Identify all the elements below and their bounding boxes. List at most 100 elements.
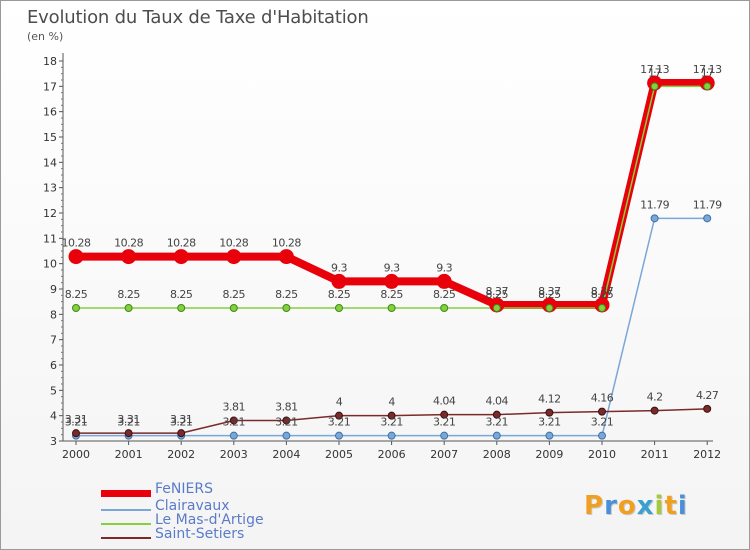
data-point-saint-setiers	[703, 404, 712, 413]
data-label-clairavaux: 3.21	[117, 416, 140, 429]
data-point-saint-setiers	[72, 429, 80, 438]
data-label-feniers: 10.28	[114, 237, 143, 250]
data-point-clairavaux	[282, 431, 291, 440]
legend-swatch-le-mas-d-artige	[101, 523, 151, 525]
data-point-le-mas-d-artige	[545, 304, 554, 312]
data-label-feniers: 9.3	[331, 261, 347, 274]
legend-swatch-saint-setiers	[101, 537, 151, 539]
y-tick-label: 9	[50, 283, 57, 296]
y-tick-label: 14	[43, 156, 57, 169]
data-label-feniers: 10.28	[167, 237, 196, 250]
data-point-feniers	[226, 249, 242, 265]
data-point-clairavaux	[387, 431, 396, 440]
data-point-saint-setiers	[650, 406, 659, 415]
data-point-clairavaux	[440, 431, 449, 440]
logo-letter: P	[584, 491, 605, 521]
data-point-le-mas-d-artige	[440, 304, 449, 312]
data-label-le-mas-d-artige: 8.25	[380, 288, 403, 301]
data-label-feniers: 10.28	[219, 237, 248, 250]
data-point-clairavaux	[598, 431, 606, 440]
unit-label: (en %)	[27, 30, 64, 43]
y-tick-label: 11	[43, 232, 57, 245]
data-label-saint-setiers: 4.2	[647, 391, 663, 404]
data-label-saint-setiers: 3.31	[117, 413, 140, 426]
data-label-saint-setiers: 4.04	[433, 395, 456, 408]
data-point-clairavaux	[545, 431, 554, 440]
legend-item-clairavaux: Clairavaux	[101, 498, 361, 516]
data-label-clairavaux: 3.21	[170, 416, 193, 429]
y-tick-label: 17	[43, 80, 57, 93]
y-tick-label: 5	[50, 384, 57, 397]
data-label-feniers: 10.28	[62, 237, 91, 250]
data-label-saint-setiers: 3.81	[275, 400, 298, 413]
data-point-le-mas-d-artige	[177, 304, 186, 312]
x-tick-label: 2006	[378, 448, 406, 461]
data-label-saint-setiers: 4.27	[696, 389, 719, 402]
x-tick-label: 2012	[693, 448, 721, 461]
data-point-saint-setiers	[177, 429, 186, 438]
y-tick-label: 15	[43, 131, 57, 144]
data-label-saint-setiers: 3.81	[223, 400, 246, 413]
legend-item-feniers: FeNIERS	[101, 481, 361, 499]
data-label-clairavaux: 3.21	[65, 416, 88, 429]
legend-item-le-mas-d-artige: Le Mas-d'Artige	[101, 512, 361, 530]
x-tick-label: 2004	[272, 448, 300, 461]
y-tick-label: 10	[43, 258, 57, 271]
data-point-saint-setiers	[229, 416, 238, 425]
y-tick-label: 18	[43, 55, 57, 68]
data-label-le-mas-d-artige: 8.25	[170, 288, 193, 301]
data-label-le-mas-d-artige: 8.25	[538, 288, 561, 301]
data-label-feniers: 8.37	[486, 285, 509, 298]
logo-letter: i	[677, 491, 688, 521]
data-point-feniers	[173, 249, 189, 265]
x-tick-label: 2002	[167, 448, 195, 461]
data-label-clairavaux: 3.21	[591, 416, 614, 429]
data-label-le-mas-d-artige: 8.25	[591, 288, 614, 301]
legend-swatch-clairavaux	[101, 509, 151, 511]
data-point-saint-setiers	[545, 408, 554, 417]
data-point-le-mas-d-artige	[387, 304, 396, 312]
x-tick-label: 2000	[62, 448, 90, 461]
data-point-le-mas-d-artige	[72, 304, 80, 312]
data-point-saint-setiers	[492, 410, 501, 419]
data-label-saint-setiers: 4.12	[538, 393, 561, 406]
data-label-le-mas-d-artige: 8.25	[486, 288, 509, 301]
data-label-clairavaux: 3.21	[275, 416, 298, 429]
data-point-clairavaux	[229, 431, 238, 440]
data-label-le-mas-d-artige: 8.25	[223, 288, 246, 301]
x-tick-label: 2003	[220, 448, 248, 461]
logo-letter: r	[604, 491, 618, 521]
x-tick-label: 2005	[325, 448, 353, 461]
legend-swatch-feniers	[101, 490, 151, 497]
x-tick-label: 2007	[430, 448, 458, 461]
data-point-le-mas-d-artige	[124, 304, 133, 312]
data-label-le-mas-d-artige: 17	[701, 66, 714, 79]
logo-letter: t	[664, 491, 678, 521]
data-label-le-mas-d-artige: 8.25	[117, 288, 140, 301]
data-point-feniers	[278, 249, 294, 265]
data-point-le-mas-d-artige	[598, 304, 606, 312]
data-label-clairavaux: 3.21	[380, 416, 403, 429]
chart-title: Evolution du Taux de Taxe d'Habitation	[27, 7, 369, 28]
data-label-saint-setiers: 3.31	[170, 413, 193, 426]
legend-label-saint-setiers: Saint-Setiers	[155, 526, 245, 542]
data-label-clairavaux: 3.21	[328, 416, 351, 429]
data-label-clairavaux: 3.21	[433, 416, 456, 429]
y-tick-label: 7	[50, 334, 57, 347]
data-label-feniers: 17.13	[640, 63, 669, 76]
x-tick-label: 2010	[588, 448, 616, 461]
x-tick-label: 2001	[115, 448, 143, 461]
data-label-clairavaux: 3.21	[223, 416, 246, 429]
data-point-saint-setiers	[598, 407, 606, 416]
data-label-le-mas-d-artige: 8.25	[275, 288, 298, 301]
data-point-le-mas-d-artige	[492, 304, 501, 312]
data-point-clairavaux	[335, 431, 343, 440]
data-point-saint-setiers	[124, 429, 133, 438]
data-label-le-mas-d-artige: 8.25	[328, 288, 351, 301]
legend-label-feniers: FeNIERS	[155, 481, 213, 497]
y-tick-label: 8	[50, 308, 57, 321]
data-label-saint-setiers: 4	[388, 396, 395, 409]
data-point-feniers	[331, 273, 347, 289]
